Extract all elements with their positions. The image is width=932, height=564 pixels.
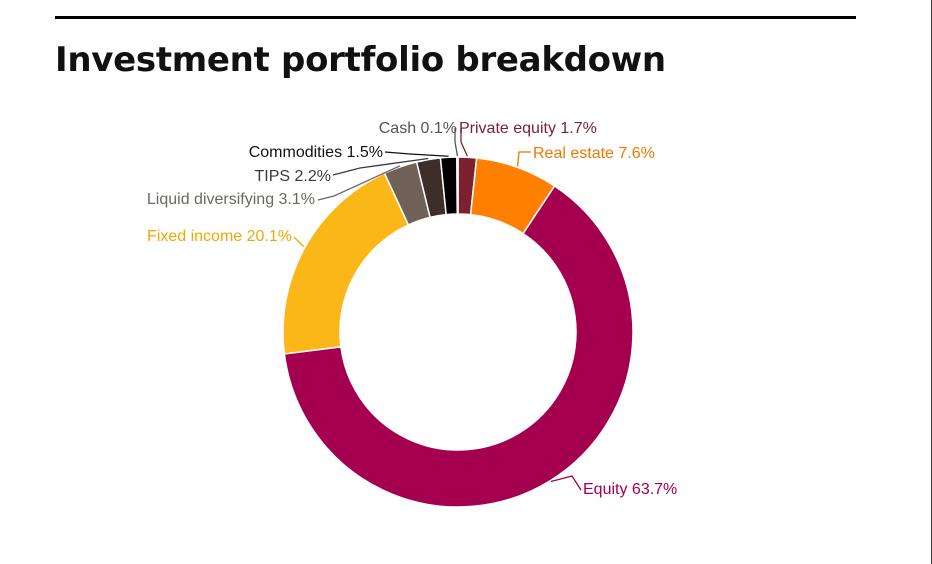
- data-labels: Private equity 1.7% Real estate 7.6% Equ…: [147, 120, 677, 498]
- leader-real-estate: [516, 151, 531, 167]
- label-fixed-income: Fixed income 20.1%: [147, 228, 292, 245]
- label-liquid-diversifying: Liquid diversifying 3.1%: [147, 191, 315, 208]
- label-private-equity: Private equity 1.7%: [459, 120, 597, 137]
- slice-equity: [283, 184, 634, 508]
- leader-fixed-income: [293, 236, 305, 248]
- label-tips: TIPS 2.2%: [255, 168, 331, 185]
- label-equity: Equity 63.7%: [583, 481, 677, 498]
- leader-liquid-diversifying: [317, 165, 401, 201]
- slice-cash: [456, 156, 459, 215]
- leader-private-equity: [460, 128, 468, 157]
- label-cash: Cash 0.1%: [379, 120, 457, 137]
- leader-tips: [332, 157, 429, 176]
- donut-slices: [282, 156, 634, 508]
- top-rule: [55, 16, 856, 19]
- leader-lines: [293, 128, 582, 491]
- leader-cash: [454, 128, 459, 157]
- leader-commodities: [384, 151, 449, 157]
- label-commodities: Commodities 1.5%: [249, 144, 383, 161]
- leader-equity: [550, 475, 582, 491]
- chart-title: Investment portfolio breakdown: [55, 40, 666, 80]
- label-real-estate: Real estate 7.6%: [533, 145, 655, 162]
